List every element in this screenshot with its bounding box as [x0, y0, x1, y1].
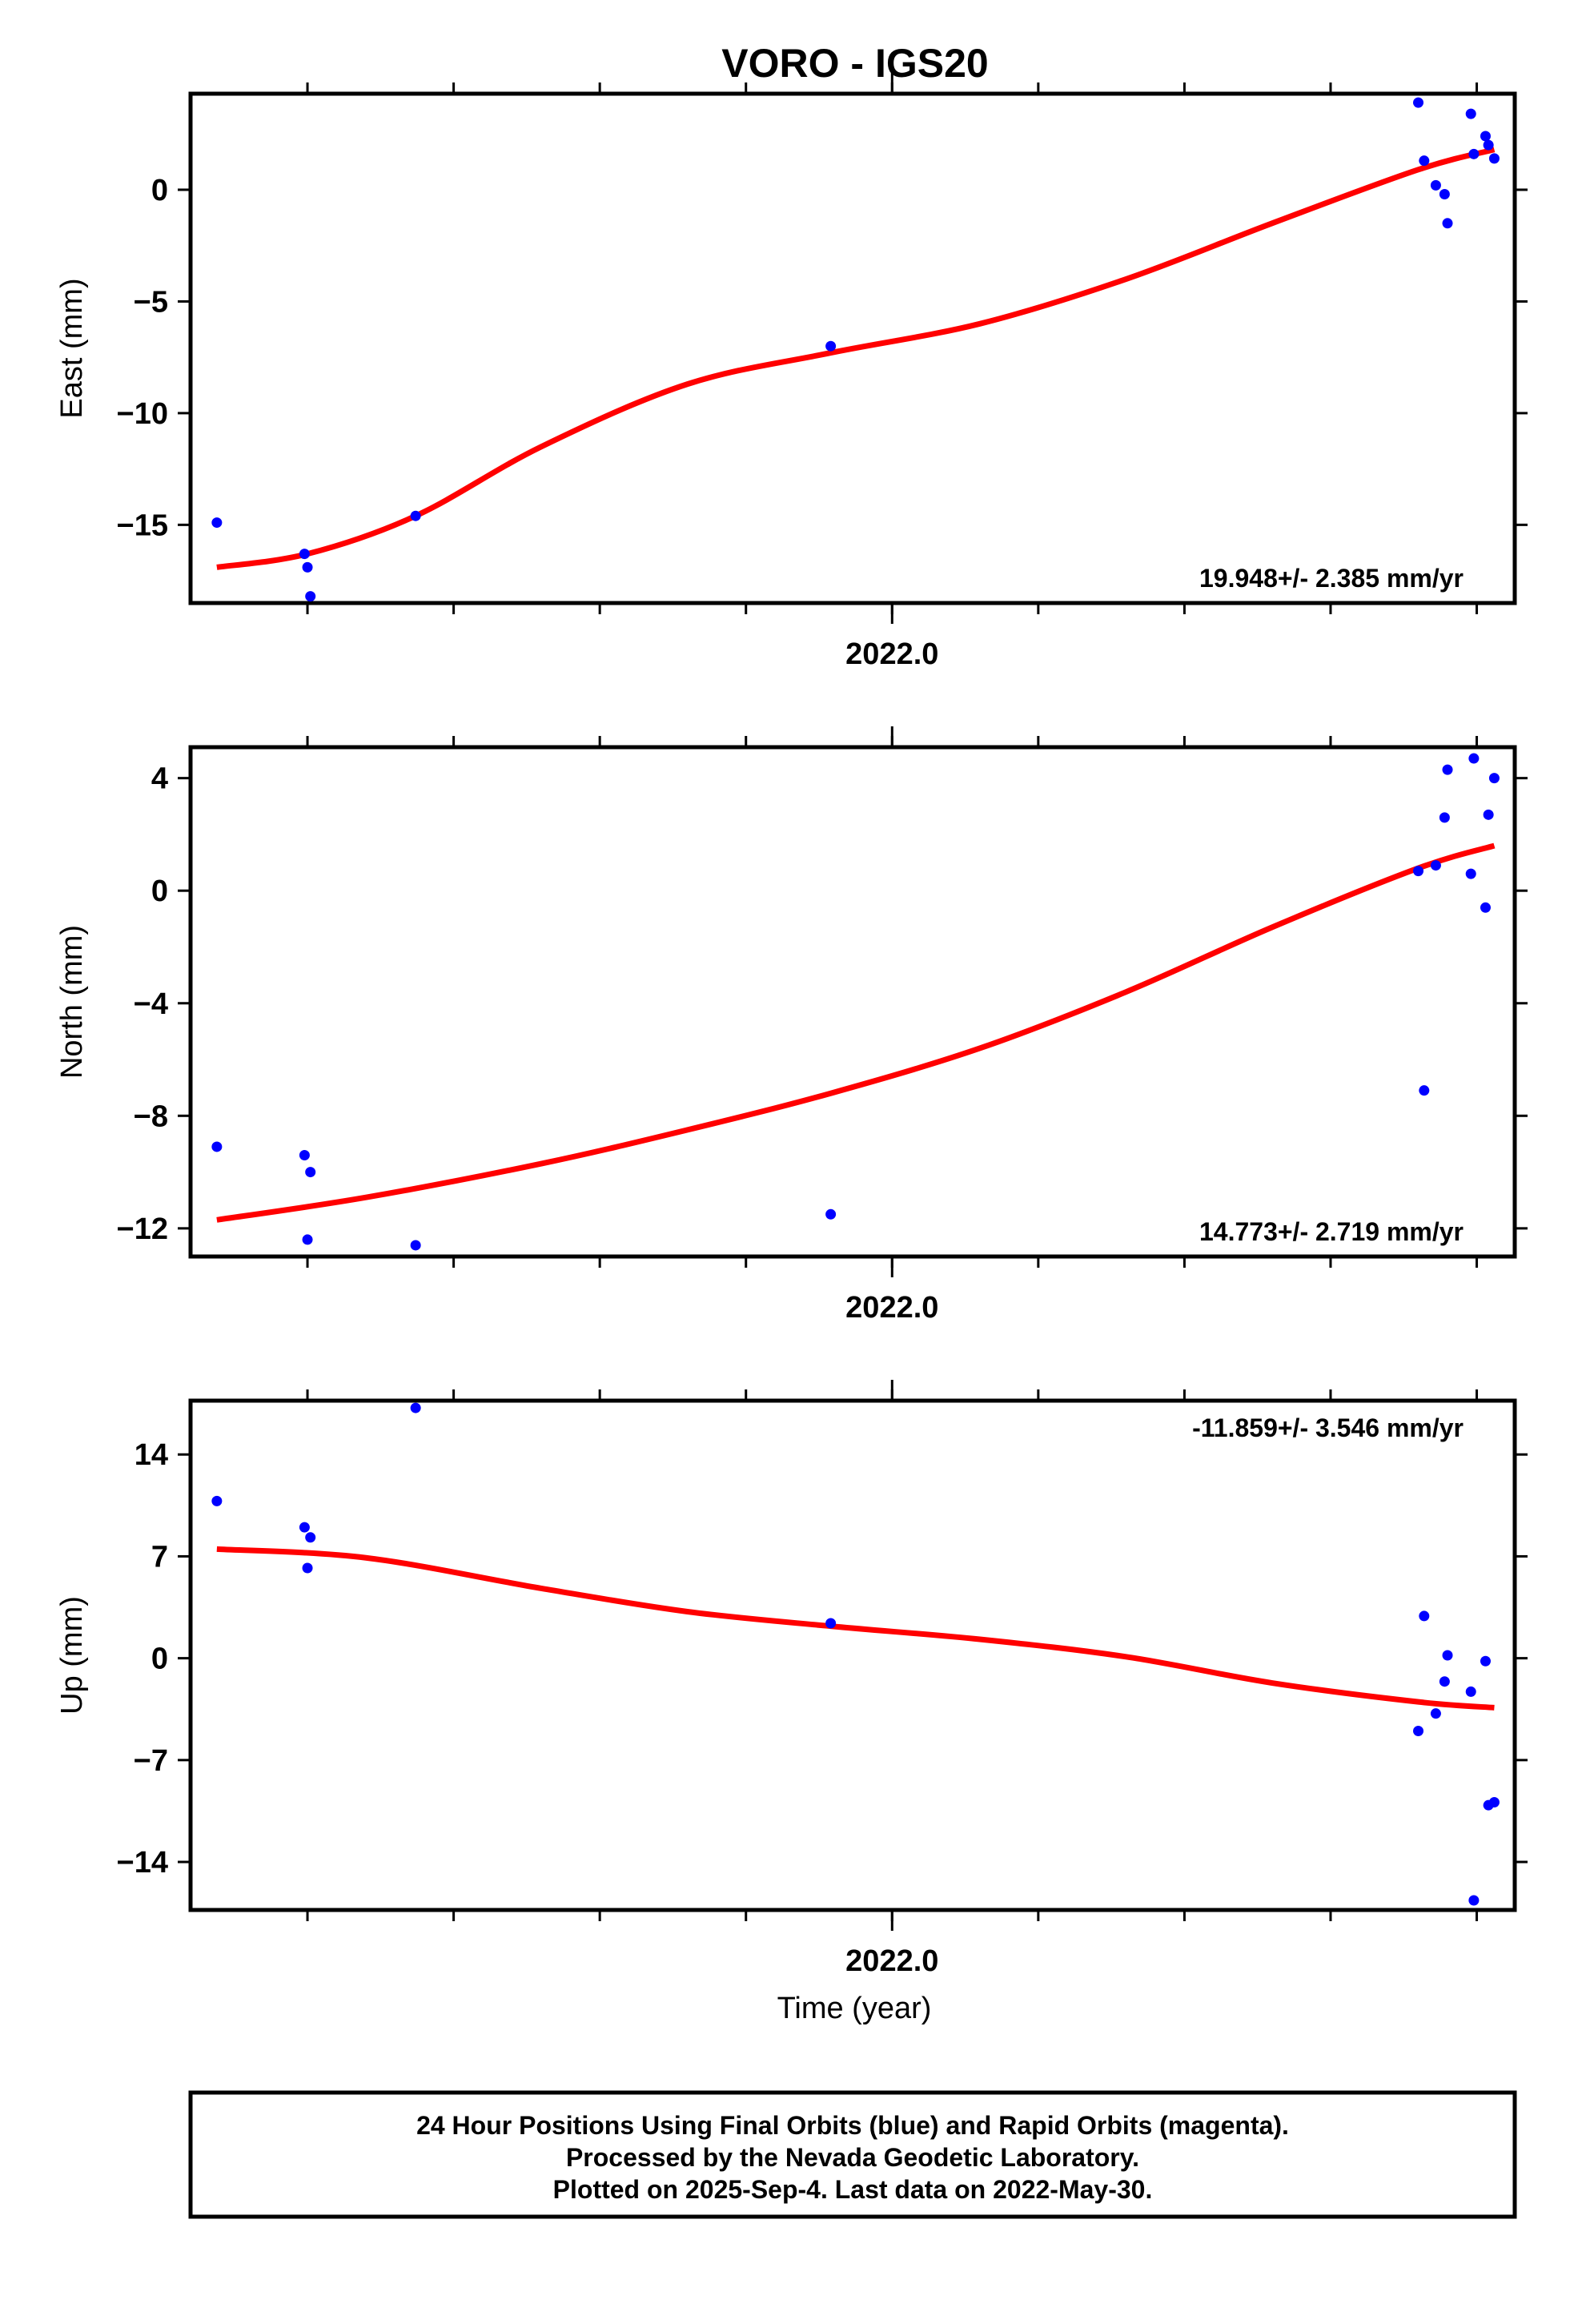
- data-point: [299, 549, 310, 560]
- data-point: [1430, 1708, 1441, 1719]
- rate-label: 19.948+/- 2.385 mm/yr: [1199, 564, 1464, 593]
- data-point: [1468, 148, 1480, 159]
- data-point: [410, 1240, 421, 1251]
- data-point: [1480, 902, 1491, 913]
- data-point: [1442, 1650, 1453, 1661]
- data-point: [825, 1618, 837, 1629]
- y-axis-label: East (mm): [55, 278, 89, 418]
- y-tick-label: 0: [151, 875, 168, 908]
- y-tick-label: 0: [151, 174, 168, 207]
- data-point: [1468, 753, 1480, 764]
- plot-area: [211, 753, 1500, 1251]
- data-point: [211, 1495, 223, 1506]
- panel-east: 0 −5 −10 −15 2022.0 East (mm) 19.948+/- 2.385 …: [55, 73, 1528, 671]
- data-point: [1439, 812, 1450, 823]
- data-point: [825, 340, 837, 352]
- y-tick-label: −5: [134, 285, 168, 319]
- data-point: [299, 1150, 310, 1161]
- rate-label: 14.773+/- 2.719 mm/yr: [1199, 1217, 1464, 1246]
- data-point: [1465, 1686, 1476, 1697]
- plot-frame: [188, 91, 1517, 605]
- data-point: [1439, 1676, 1450, 1687]
- data-point: [1442, 218, 1453, 229]
- data-point: [410, 510, 421, 521]
- data-point: [1419, 155, 1430, 167]
- panels: 0 −5 −10 −15 2022.0 East (mm) 19.948+/- 2.385 …: [55, 73, 1528, 2025]
- data-point: [1488, 1797, 1500, 1808]
- data-point: [825, 1208, 837, 1220]
- x-tick-label: 2022.0: [845, 1291, 938, 1325]
- data-point: [1413, 1725, 1424, 1736]
- y-tick-label: −7: [134, 1744, 168, 1778]
- data-point: [1480, 1655, 1491, 1667]
- data-point: [1488, 153, 1500, 164]
- data-point: [1488, 773, 1500, 784]
- plot-area: [211, 97, 1500, 602]
- data-point: [1439, 189, 1450, 200]
- data-point: [1430, 860, 1441, 871]
- data-point: [211, 517, 223, 529]
- data-point: [1419, 1085, 1430, 1096]
- trend-line: [216, 1546, 1495, 1711]
- data-point: [1468, 1895, 1480, 1906]
- footer-frame: [188, 2090, 1517, 2219]
- data-point: [305, 1167, 316, 1178]
- data-point: [302, 1234, 313, 1245]
- y-tick-label: 4: [151, 762, 168, 796]
- y-tick-label: 0: [151, 1642, 168, 1676]
- data-point: [302, 561, 313, 573]
- y-tick-label: −8: [134, 1100, 168, 1133]
- data-point: [1465, 108, 1476, 119]
- y-tick-label: −14: [117, 1846, 168, 1880]
- data-point: [305, 1532, 316, 1543]
- y-tick-label: −10: [117, 397, 168, 431]
- footer-line-3: Plotted on 2025-Sep-4. Last data on 2022…: [553, 2175, 1153, 2204]
- data-point: [1413, 97, 1424, 108]
- data-point: [305, 591, 316, 602]
- rate-label: -11.859+/- 3.546 mm/yr: [1192, 1413, 1464, 1442]
- data-point: [299, 1522, 310, 1533]
- x-tick-label: 2022.0: [845, 1944, 938, 1978]
- panel-up: 14 7 0 −7 −14 2022.0 Up (mm) Time (year) -11.859…: [55, 1380, 1528, 2025]
- y-tick-label: −12: [117, 1212, 168, 1246]
- data-point: [1430, 179, 1441, 191]
- plot-area: [211, 1402, 1500, 1906]
- plot-frame: [188, 1398, 1517, 1912]
- data-point: [302, 1562, 313, 1574]
- data-point: [1419, 1610, 1430, 1622]
- data-point: [1465, 868, 1476, 879]
- data-point: [1413, 866, 1424, 877]
- plot-frame: [188, 745, 1517, 1259]
- y-tick-label: 7: [151, 1540, 168, 1574]
- data-point: [410, 1402, 421, 1413]
- y-tick-label: −4: [134, 987, 168, 1021]
- plot-title: VORO - IGS20: [721, 41, 988, 86]
- data-point: [1483, 809, 1494, 820]
- y-tick-label: 14: [135, 1438, 168, 1472]
- x-axis-label: Time (year): [777, 1992, 932, 2025]
- x-tick-label: 2022.0: [845, 637, 938, 671]
- data-point: [1480, 131, 1491, 142]
- footer-line-1: 24 Hour Positions Using Final Orbits (bl…: [416, 2111, 1289, 2140]
- panel-north: 4 0 −4 −8 −12 2022.0 North (mm) 14.773+/- 2.719…: [55, 726, 1528, 1325]
- y-tick-label: −15: [117, 509, 168, 542]
- footer-box: 24 Hour Positions Using Final Orbits (bl…: [188, 2090, 1517, 2219]
- y-axis-label: Up (mm): [55, 1596, 89, 1715]
- trend-line: [216, 147, 1496, 570]
- footer-line-2: Processed by the Nevada Geodetic Laborat…: [566, 2143, 1139, 2172]
- y-axis-label: North (mm): [55, 925, 89, 1079]
- trend-line: [216, 842, 1496, 1223]
- data-point: [1442, 764, 1453, 775]
- data-point: [1483, 139, 1494, 151]
- data-point: [211, 1141, 223, 1152]
